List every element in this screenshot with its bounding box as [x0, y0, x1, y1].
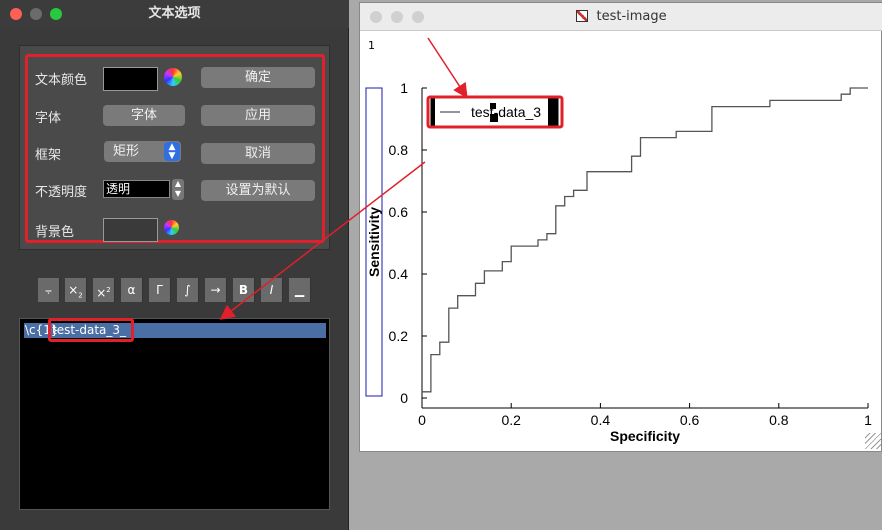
text-color-swatch[interactable]: [103, 67, 158, 91]
image-window: test-image 1: [359, 2, 882, 452]
minimize-window-button[interactable]: [30, 8, 42, 20]
highlight-box-options: [25, 54, 325, 243]
frame-select-value: 矩形: [113, 144, 140, 159]
legend-handle[interactable]: [431, 97, 435, 126]
y-tick-label: 0.4: [389, 266, 409, 282]
legend-handle[interactable]: [490, 114, 498, 122]
cancel-button[interactable]: 取消: [201, 143, 315, 164]
zoom-window-button[interactable]: [50, 8, 62, 20]
superscript-icon[interactable]: ×2: [93, 278, 115, 302]
corner-label: 1: [368, 39, 375, 52]
subscript-icon[interactable]: ×2: [65, 278, 87, 302]
minimize-window-button[interactable]: [391, 11, 403, 23]
zoom-window-button[interactable]: [412, 11, 424, 23]
legend-handle[interactable]: [548, 97, 558, 126]
integral-symbol-button[interactable]: ∫: [177, 278, 199, 302]
editor-legend-text: test-data_3_: [52, 323, 127, 337]
x-tick-label: 0.2: [501, 412, 521, 428]
bg-color-label: 背景色: [35, 225, 75, 240]
bg-color-swatch[interactable]: [103, 218, 158, 242]
x-tick-label: 0.6: [680, 412, 700, 428]
annotation-arrow: [219, 161, 426, 320]
window-title-bar: test-image: [360, 3, 882, 31]
y-axis-label: Sensitivity: [366, 207, 382, 277]
color-wheel-icon[interactable]: [164, 68, 182, 86]
text-format-toolbar: ⨪ ×2 ×2 α Γ ∫ → B I ▁: [38, 278, 316, 302]
gamma-symbol-button[interactable]: Γ: [149, 278, 171, 302]
font-button[interactable]: 字体: [103, 105, 185, 126]
font-label: 字体: [35, 111, 62, 126]
frame-select[interactable]: 矩形: [104, 141, 181, 162]
y-tick-label: 0.6: [389, 204, 409, 220]
underline-icon[interactable]: ▁: [289, 278, 311, 302]
image-doc-icon: [576, 10, 589, 22]
highlight-box-editor: [48, 318, 134, 342]
text-color-label: 文本颜色: [35, 73, 88, 88]
y-tick-label: 0.8: [389, 142, 409, 158]
close-window-button[interactable]: [10, 8, 22, 20]
annotation-arrow: [427, 37, 468, 99]
roc-curve-line: [422, 87, 868, 393]
text-editor[interactable]: \c{1} test-data_3_: [19, 318, 330, 510]
select-arrows-icon[interactable]: ▲ ▼: [164, 142, 180, 161]
opacity-stepper[interactable]: ▲ ▼: [172, 179, 184, 200]
y-label-selection-box[interactable]: [365, 87, 383, 397]
y-tick-label: 0: [400, 390, 408, 406]
window-title: test-image: [596, 9, 667, 24]
x-tick-label: 1: [864, 412, 872, 428]
plot-axes: 0 0.2 0.4 0.6 0.8 1 0 0.2 0.4 0.6 0.8 1: [389, 80, 873, 428]
set-default-button[interactable]: 设置为默认: [201, 180, 315, 201]
legend-handle[interactable]: [490, 103, 496, 109]
x-axis-label: Specificity: [610, 428, 680, 444]
close-window-button[interactable]: [370, 11, 382, 23]
ok-button[interactable]: 确定: [201, 67, 315, 88]
resize-grip-icon[interactable]: [865, 433, 881, 449]
legend-label: test-data_3: [471, 104, 541, 120]
alpha-symbol-button[interactable]: α: [121, 278, 143, 302]
x-tick-label: 0: [418, 412, 426, 428]
y-tick-label: 0.2: [389, 328, 409, 344]
apply-button[interactable]: 应用: [201, 105, 315, 126]
y-tick-label: 1: [400, 80, 408, 96]
arrow-symbol-button[interactable]: →: [205, 278, 227, 302]
highlight-box-legend: [426, 95, 564, 129]
opacity-label: 不透明度: [35, 185, 88, 200]
x-tick-label: 0.8: [769, 412, 789, 428]
color-wheel-icon[interactable]: [164, 220, 179, 235]
opacity-field[interactable]: 透明: [103, 180, 170, 198]
frame-label: 框架: [35, 148, 62, 163]
selected-line: [24, 323, 326, 338]
x-tick-label: 0.4: [591, 412, 611, 428]
strikethrough-icon[interactable]: ⨪: [38, 278, 60, 302]
